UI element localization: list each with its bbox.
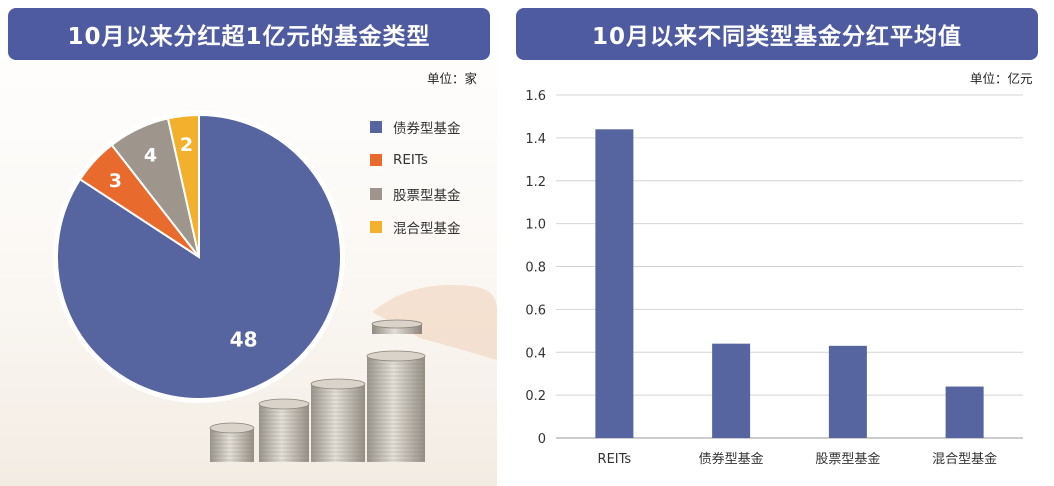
- y-tick-label: 0: [538, 432, 546, 447]
- coin-stack: [258, 398, 310, 462]
- coin-stack-illustration: [209, 285, 497, 462]
- bar: [945, 386, 984, 438]
- y-tick-label: 0.2: [525, 389, 546, 404]
- pie-chart-title: 10月以来分红超1亿元的基金类型: [8, 8, 490, 60]
- held-coin: [371, 319, 423, 334]
- pie-slice: [166, 113, 200, 258]
- legend-item-mixed: 混合型基金: [370, 211, 461, 245]
- x-tick-label: 债券型基金: [699, 451, 764, 467]
- legend-swatch: [370, 221, 382, 234]
- legend-label: REITs: [393, 152, 428, 169]
- coin-stack: [366, 350, 426, 462]
- y-tick-label: 0.4: [525, 346, 546, 361]
- legend-item-bond: 债券型基金: [370, 110, 461, 144]
- right-panel: 10月以来不同类型基金分红平均值 单位：亿元 0 0.2 0.4 0.6 0.8 1.0 1…: [508, 0, 1054, 486]
- pie-chart: 48 34 2: [53, 111, 345, 403]
- pie-slice-label: 48: [230, 327, 258, 351]
- y-tick-label: 1.2: [525, 175, 546, 190]
- legend-item-reits: REITs: [370, 144, 461, 178]
- pie-slice-label: 4: [144, 144, 157, 166]
- y-tick-label: 0.8: [525, 261, 546, 276]
- y-tick-label: 1.6: [525, 89, 546, 104]
- pie-slice-label: 3: [109, 170, 122, 192]
- legend-label: 混合型基金: [393, 221, 461, 238]
- bar-unit-label: 单位：亿元: [970, 71, 1033, 86]
- y-tick-label: 1.4: [525, 132, 546, 147]
- pie-slice-label: 2: [180, 134, 193, 156]
- y-tick-label: 0.6: [525, 303, 546, 318]
- coin-stack: [310, 378, 366, 462]
- bar-chart-title: 10月以来不同类型基金分红平均值: [516, 8, 1038, 60]
- pie-unit-label: 单位：家: [427, 71, 478, 86]
- bar: [595, 129, 634, 439]
- x-tick-label: 股票型基金: [815, 451, 880, 467]
- pie-legend: 债券型基金 REITs 股票型基金 混合型基金: [370, 110, 461, 244]
- legend-label: 债券型基金: [393, 120, 461, 137]
- legend-swatch: [370, 120, 382, 133]
- y-tick-label: 1.0: [525, 218, 546, 233]
- legend-item-stock: 股票型基金: [370, 177, 461, 211]
- bar: [712, 343, 751, 438]
- bar: [828, 345, 867, 438]
- left-panel: 10月以来分红超1亿元的基金类型 单位：家 48 3 4 2 债券型基金 REITs …: [0, 0, 497, 486]
- x-tick-label: 混合型基金: [932, 451, 997, 467]
- coin-stack: [209, 422, 255, 462]
- hand-shape: [372, 285, 497, 360]
- legend-label: 股票型基金: [393, 187, 461, 204]
- x-tick-label: REITs: [598, 452, 632, 467]
- bar-chart: 0 0.2 0.4 0.6 0.8 1.0 1.2 1.4 1.6 REITs 债券型基金 股票型基金…: [525, 89, 1023, 467]
- legend-swatch: [370, 154, 382, 167]
- legend-swatch: [370, 187, 382, 200]
